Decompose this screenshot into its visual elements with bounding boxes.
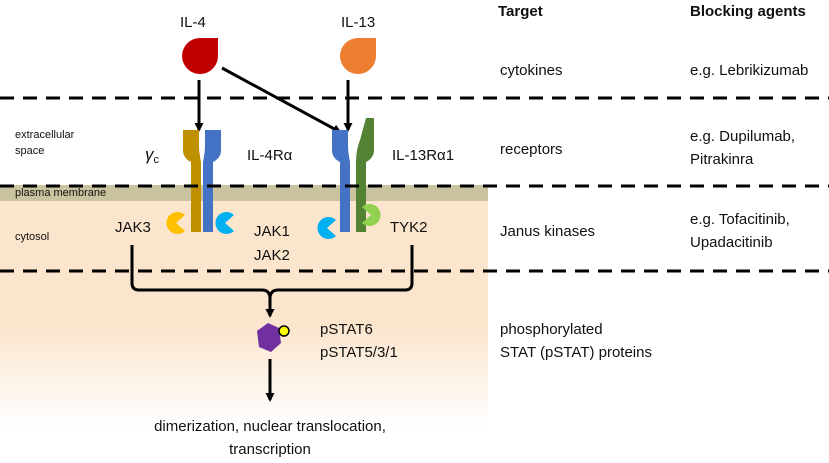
il4ra-receptor-chain bbox=[203, 130, 221, 232]
target-receptors: receptors bbox=[500, 141, 563, 158]
agent-upadacitinib: Upadacitinib bbox=[690, 234, 773, 251]
target-cytokines: cytokines bbox=[500, 62, 563, 79]
il4-label: IL-4 bbox=[180, 14, 206, 31]
jak1-label: JAK1 bbox=[254, 223, 290, 240]
il4ra-label: IL-4Rα bbox=[247, 147, 293, 164]
agent-tofacitinib: e.g. Tofacitinib, bbox=[690, 211, 790, 228]
agent-pitrakinra: Pitrakinra bbox=[690, 151, 754, 168]
cytosol-label: cytosol bbox=[15, 231, 49, 243]
agent-lebrikizumab: e.g. Lebrikizumab bbox=[690, 62, 808, 79]
target-janus-kinases: Janus kinases bbox=[500, 223, 595, 240]
tyk2-kinase bbox=[362, 204, 381, 227]
jak3-label: JAK3 bbox=[115, 219, 151, 236]
cytosol-background bbox=[0, 198, 488, 428]
il13ra1-label: IL-13Rα1 bbox=[392, 147, 454, 164]
il4-to-il13r-arrow bbox=[221, 66, 342, 134]
tyk2-label: TYK2 bbox=[390, 219, 428, 236]
extracellular-label-2: space bbox=[15, 145, 44, 157]
jak1-kinase bbox=[215, 212, 234, 235]
il13-cytokine bbox=[340, 38, 377, 74]
il4-cytokine bbox=[182, 38, 219, 74]
header-target: Target bbox=[498, 3, 543, 20]
gamma-c-receptor-chain bbox=[183, 130, 201, 232]
outcome-label-1: dimerization, nuclear translocation, bbox=[154, 418, 386, 435]
header-blocking-agents: Blocking agents bbox=[690, 3, 806, 20]
pstat-protein bbox=[257, 323, 281, 352]
il13-label: IL-13 bbox=[341, 14, 375, 31]
outcome-label-2: transcription bbox=[229, 441, 311, 458]
pstat6-label: pSTAT6 bbox=[320, 321, 373, 338]
plasma-membrane-label: plasma membrane bbox=[15, 187, 106, 199]
jak3-kinase bbox=[166, 212, 185, 235]
jak2-label: JAK2 bbox=[254, 247, 290, 264]
jak2-kinase bbox=[317, 216, 336, 240]
pstat531-label: pSTAT5/3/1 bbox=[320, 344, 398, 361]
agent-dupilumab: e.g. Dupilumab, bbox=[690, 128, 795, 145]
extracellular-label: extracellular bbox=[15, 129, 75, 141]
target-pstat-line1: phosphorylated bbox=[500, 321, 603, 338]
il13ra1-receptor-chain-green bbox=[356, 118, 374, 232]
target-pstat-line2: STAT (pSTAT) proteins bbox=[500, 344, 652, 361]
il13ra1-receptor-chain-blue bbox=[332, 130, 350, 232]
gamma-c-label: γc bbox=[145, 145, 160, 166]
phosphate-group bbox=[278, 325, 290, 337]
